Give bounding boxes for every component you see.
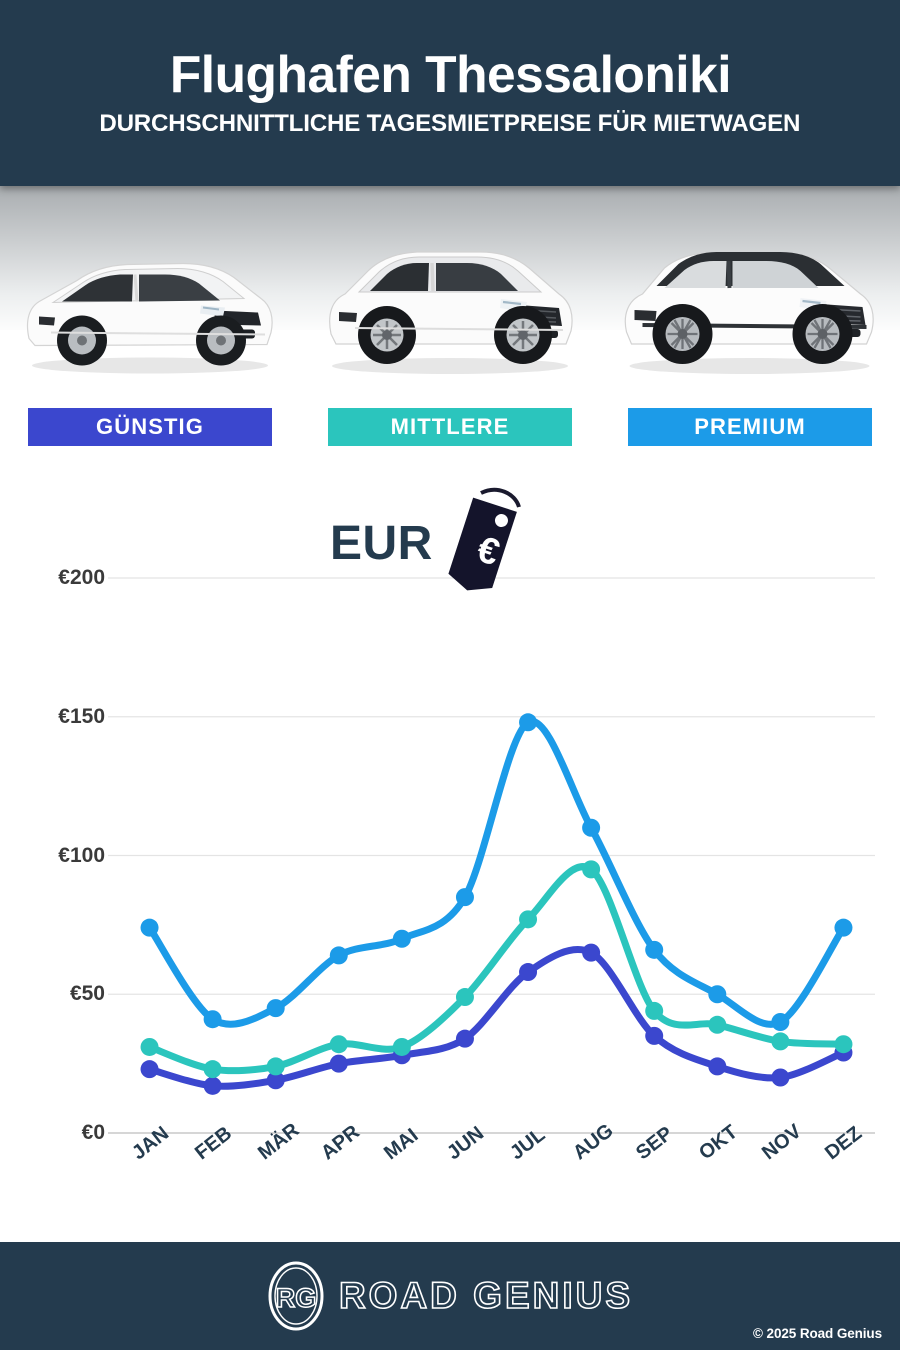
currency-badge: EUR € [330, 487, 570, 592]
data-point[interactable] [455, 888, 474, 907]
brand-name: ROAD GENIUS [338, 1274, 634, 1317]
data-point[interactable] [203, 1060, 222, 1079]
data-point[interactable] [708, 985, 727, 1004]
page-title: Flughafen Thessaloniki [169, 46, 731, 105]
hatchback-car-icon [26, 262, 273, 374]
y-axis-tick-label: €0 [81, 1121, 105, 1144]
data-point[interactable] [834, 918, 853, 937]
category-cell-mittlere: MITTLERE [300, 408, 600, 446]
data-point[interactable] [771, 1013, 790, 1031]
y-axis-tick-label: €200 [58, 566, 105, 589]
data-point[interactable] [392, 1037, 411, 1056]
car-images-row [0, 215, 900, 395]
footer-arc-shape [0, 1242, 900, 1350]
category-cell-guenstig: GÜNSTIG [0, 408, 300, 446]
data-point[interactable] [708, 1015, 727, 1034]
page-header: Flughafen Thessaloniki DURCHSCHNITTLICHE… [0, 0, 900, 186]
data-point[interactable] [771, 1068, 790, 1087]
data-point[interactable] [582, 860, 601, 879]
road-genius-logo-icon: RG [268, 1261, 324, 1331]
series-line-mittlere [146, 863, 847, 1075]
category-cell-premium: PREMIUM [600, 408, 900, 446]
data-point[interactable] [708, 1057, 727, 1076]
y-axis-tick-label: €100 [58, 843, 105, 867]
data-point[interactable] [203, 1076, 222, 1095]
data-point[interactable] [519, 713, 538, 732]
data-point[interactable] [329, 946, 348, 965]
category-chip-premium[interactable]: PREMIUM [628, 408, 872, 446]
svg-text:RG: RG [276, 1283, 317, 1313]
currency-code-label: EUR [330, 516, 433, 570]
data-point[interactable] [582, 818, 601, 837]
background-panel [0, 330, 900, 1350]
chart-canvas [108, 577, 875, 1134]
data-point[interactable] [834, 1035, 853, 1054]
car-cell-mittlere [300, 215, 600, 395]
data-point[interactable] [329, 1035, 348, 1054]
data-point[interactable] [266, 1071, 285, 1090]
data-point[interactable] [519, 963, 538, 982]
data-point[interactable] [140, 918, 159, 937]
copyright-text: © 2025 Road Genius [753, 1326, 882, 1341]
car-cell-guenstig [0, 215, 300, 395]
data-point[interactable] [645, 940, 664, 959]
car-cell-premium [600, 215, 900, 395]
data-point[interactable] [455, 1029, 474, 1048]
data-point[interactable] [203, 1010, 222, 1029]
category-chip-guenstig[interactable]: GÜNSTIG [28, 408, 272, 446]
page-footer: RG ROAD GENIUS © 2025 Road Genius [0, 1242, 900, 1350]
data-point[interactable] [455, 988, 474, 1007]
data-point[interactable] [771, 1032, 790, 1051]
data-point[interactable] [140, 1037, 159, 1056]
data-point[interactable] [645, 1026, 664, 1045]
luxury-suv-car-icon [624, 252, 874, 374]
suv-car-icon [329, 251, 573, 374]
y-axis-tick-label: €150 [58, 704, 105, 728]
price-line-chart: €0 €50 €100 €150 €200 JAN FEB MÄR APR MAI JUN JUL A… [0, 540, 900, 1164]
data-point[interactable] [140, 1060, 159, 1079]
data-point[interactable] [519, 910, 538, 929]
data-point[interactable] [266, 999, 285, 1018]
page-subtitle: DURCHSCHNITTLICHE TAGESMIETPREISE FÜR MI… [99, 109, 801, 137]
data-point[interactable] [645, 1001, 664, 1020]
y-axis-tick-label: €50 [69, 982, 105, 1006]
series-line-premium [146, 717, 847, 1028]
data-point[interactable] [582, 943, 601, 962]
price-tag-icon: € [448, 487, 521, 591]
data-point[interactable] [329, 1054, 348, 1073]
data-point[interactable] [392, 929, 411, 948]
category-chip-mittlere[interactable]: MITTLERE [328, 408, 572, 446]
category-labels-row: GÜNSTIG MITTLERE PREMIUM [0, 408, 900, 446]
data-point[interactable] [266, 1057, 285, 1076]
